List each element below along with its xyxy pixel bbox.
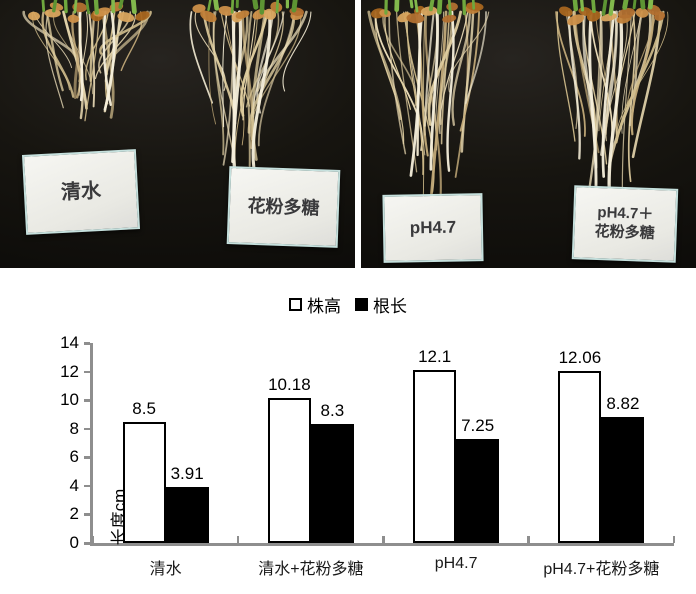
bar-plant-height bbox=[267, 397, 311, 543]
bar-root-length bbox=[601, 417, 645, 543]
treatment-label: pH4.7 bbox=[409, 217, 457, 238]
legend-label: 株高 bbox=[307, 297, 341, 316]
plot-area: 长度cm 0 2 4 6 8 10 12 14 8.5 3.91 清水 10.18 8.3 清水+花粉多糖… bbox=[60, 333, 675, 578]
legend-label: 根长 bbox=[373, 297, 407, 316]
y-tick-label: 12 bbox=[60, 361, 79, 381]
bar-plant-height bbox=[413, 370, 457, 543]
legend-item-root-length: 根长 bbox=[355, 292, 407, 317]
y-tick-label: 4 bbox=[69, 475, 79, 495]
y-tick-label: 0 bbox=[69, 533, 79, 552]
x-tick-mark bbox=[527, 536, 530, 543]
y-tick-label: 14 bbox=[60, 333, 79, 352]
x-tick-mark bbox=[382, 536, 385, 543]
y-tick-mark bbox=[84, 513, 90, 516]
bar-value-label: 10.18 bbox=[268, 374, 311, 394]
chart-legend: 株高 根长 bbox=[0, 292, 696, 317]
y-tick-mark bbox=[84, 427, 90, 431]
x-tick-mark bbox=[236, 536, 240, 543]
bar-value-label: 8.82 bbox=[606, 394, 640, 413]
bar-value-label: 8.5 bbox=[132, 398, 156, 418]
treatment-label-card: pH4.7＋ 花粉多糖 bbox=[571, 185, 679, 263]
y-tick-label: 2 bbox=[69, 504, 79, 524]
x-category-label: pH4.7+花粉多糖 bbox=[543, 561, 660, 578]
y-tick-mark bbox=[84, 542, 90, 545]
bar-root-length bbox=[310, 424, 354, 543]
treatment-label: pH4.7＋ 花粉多糖 bbox=[594, 204, 655, 243]
bar-value-label: 12.1 bbox=[418, 347, 452, 367]
y-tick-label: 6 bbox=[69, 447, 79, 467]
x-category-label: pH4.7 bbox=[434, 555, 478, 572]
seedling-photos-row: 清水 花粉多糖 pH4.7 pH4.7＋ 花粉多糖 bbox=[0, 0, 696, 270]
bar-plant-height bbox=[122, 421, 166, 543]
y-tick-label: 8 bbox=[69, 418, 79, 438]
bar-value-label: 3.91 bbox=[170, 464, 204, 484]
y-tick-mark bbox=[84, 399, 90, 402]
x-category-label: 清水 bbox=[149, 561, 182, 578]
treatment-label-card: 花粉多糖 bbox=[226, 166, 341, 248]
bar-plant-height bbox=[558, 370, 602, 543]
y-tick-mark bbox=[84, 456, 90, 459]
y-tick-mark bbox=[84, 484, 90, 488]
treatment-label-card: 清水 bbox=[21, 149, 141, 235]
photo-panel-right: pH4.7 pH4.7＋ 花粉多糖 bbox=[361, 0, 696, 268]
y-tick-mark bbox=[84, 370, 90, 374]
plant-height-swatch-icon bbox=[289, 298, 302, 311]
legend-item-plant-height: 株高 bbox=[289, 292, 341, 317]
bar-value-label: 7.25 bbox=[461, 416, 495, 436]
x-tick-mark bbox=[91, 536, 94, 543]
seedling-roots-illustration bbox=[367, 0, 669, 207]
bar-root-length bbox=[456, 439, 500, 543]
bar-chart-figure: 株高 根长 长度cm 0 2 4 6 8 10 12 14 8.5 3.91 清水 10.18 8.3 清… bbox=[0, 270, 696, 594]
x-category-label: 清水+花粉多糖 bbox=[258, 561, 364, 578]
bar-value-label: 12.06 bbox=[558, 347, 602, 367]
y-tick-mark bbox=[84, 342, 90, 345]
bar-root-length bbox=[165, 487, 209, 543]
seedling-roots-illustration bbox=[22, 0, 312, 178]
treatment-label: 清水 bbox=[60, 179, 102, 204]
x-tick-mark bbox=[672, 536, 675, 543]
bar-value-label: 8.3 bbox=[320, 401, 345, 421]
treatment-label: 花粉多糖 bbox=[247, 195, 320, 219]
treatment-label-card: pH4.7 bbox=[382, 193, 484, 263]
photo-panel-left: 清水 花粉多糖 bbox=[0, 0, 355, 268]
y-tick-label: 10 bbox=[60, 390, 79, 410]
root-length-swatch-icon bbox=[355, 298, 368, 311]
